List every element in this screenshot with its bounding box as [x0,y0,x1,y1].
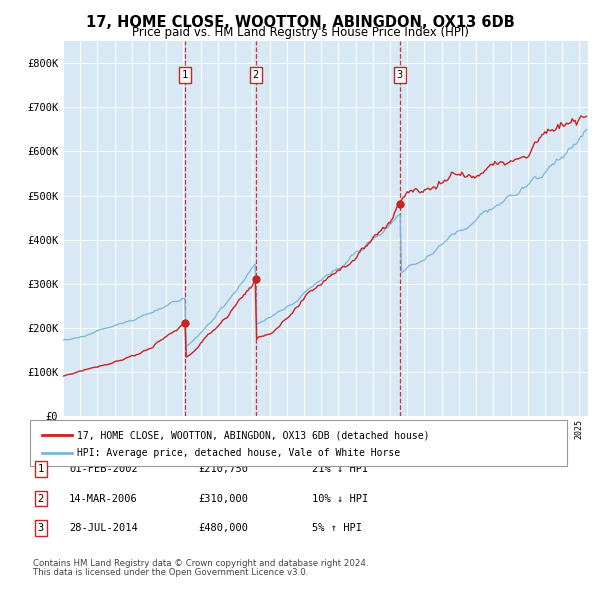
Text: HPI: Average price, detached house, Vale of White Horse: HPI: Average price, detached house, Vale… [77,448,400,458]
Text: 2: 2 [38,494,44,503]
Text: 21% ↓ HPI: 21% ↓ HPI [312,464,368,474]
Text: 17, HOME CLOSE, WOOTTON, ABINGDON, OX13 6DB (detached house): 17, HOME CLOSE, WOOTTON, ABINGDON, OX13 … [77,430,430,440]
Text: £480,000: £480,000 [198,523,248,533]
Text: 1: 1 [38,464,44,474]
Text: 10% ↓ HPI: 10% ↓ HPI [312,494,368,503]
Text: 14-MAR-2006: 14-MAR-2006 [69,494,138,503]
Text: 5% ↑ HPI: 5% ↑ HPI [312,523,362,533]
Text: 3: 3 [38,523,44,533]
Text: 3: 3 [397,70,403,80]
Text: 2: 2 [253,70,259,80]
Text: 01-FEB-2002: 01-FEB-2002 [69,464,138,474]
Text: Price paid vs. HM Land Registry's House Price Index (HPI): Price paid vs. HM Land Registry's House … [131,26,469,39]
Text: Contains HM Land Registry data © Crown copyright and database right 2024.: Contains HM Land Registry data © Crown c… [33,559,368,568]
Text: This data is licensed under the Open Government Licence v3.0.: This data is licensed under the Open Gov… [33,568,308,577]
Text: 28-JUL-2014: 28-JUL-2014 [69,523,138,533]
Text: 1: 1 [182,70,188,80]
Text: 17, HOME CLOSE, WOOTTON, ABINGDON, OX13 6DB: 17, HOME CLOSE, WOOTTON, ABINGDON, OX13 … [86,15,514,30]
Text: £310,000: £310,000 [198,494,248,503]
Text: £210,750: £210,750 [198,464,248,474]
